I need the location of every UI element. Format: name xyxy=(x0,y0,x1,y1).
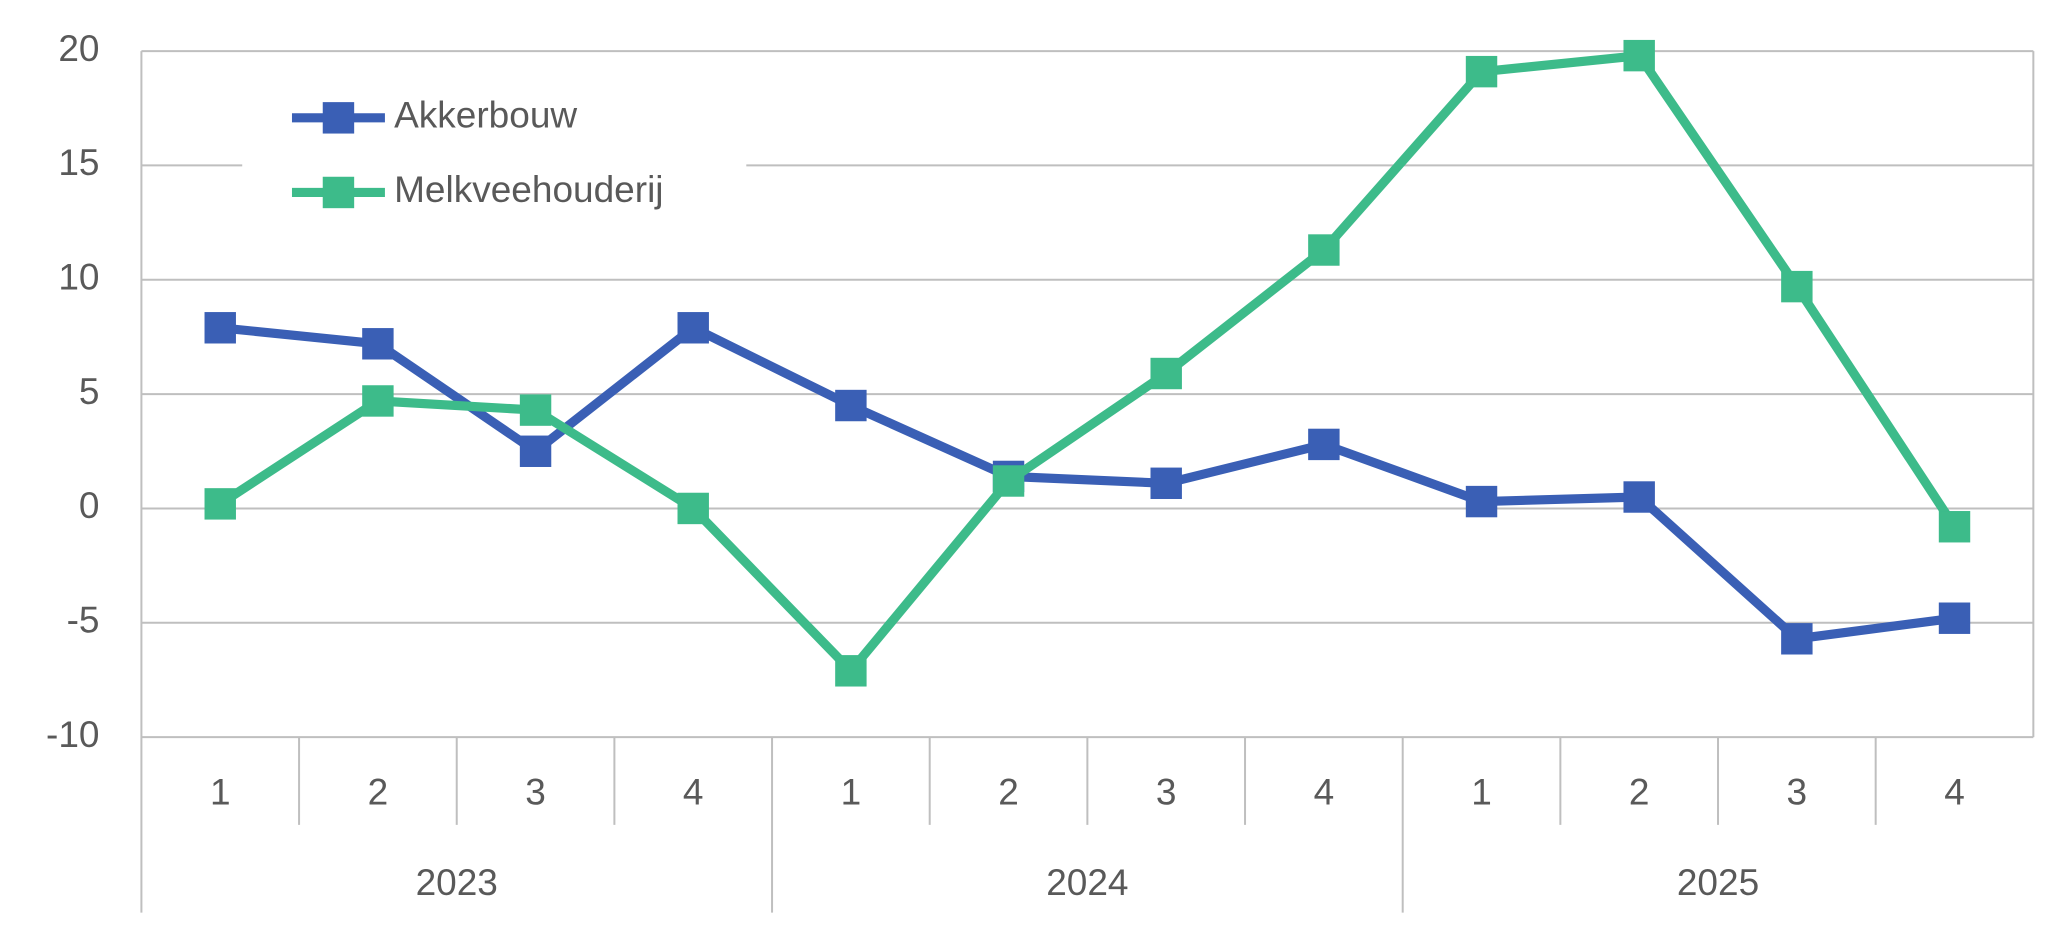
y-tick-label: 20 xyxy=(58,28,99,69)
legend-label: Akkerbouw xyxy=(394,95,577,136)
series-line xyxy=(219,323,1956,644)
x-tick-label: 1 xyxy=(841,772,862,813)
x-group-label: 2024 xyxy=(1046,862,1128,903)
marker xyxy=(204,312,236,344)
marker xyxy=(1781,270,1813,303)
marker xyxy=(1465,55,1498,88)
marker xyxy=(677,312,709,344)
x-group-label: 2025 xyxy=(1677,862,1759,903)
marker xyxy=(1150,467,1182,500)
marker xyxy=(519,394,552,426)
marker xyxy=(1781,623,1813,655)
x-tick-label: 3 xyxy=(1787,772,1808,813)
x-tick-label: 4 xyxy=(1314,772,1335,813)
legend-marker xyxy=(322,102,355,134)
x-tick-label: 3 xyxy=(525,772,546,813)
x-tick-label: 2 xyxy=(368,772,389,813)
marker xyxy=(1308,234,1340,266)
marker xyxy=(1308,428,1340,461)
marker xyxy=(992,465,1025,497)
marker xyxy=(835,389,867,422)
marker xyxy=(1938,511,1971,543)
legend-marker xyxy=(322,176,355,209)
marker xyxy=(1623,39,1655,72)
marker xyxy=(1465,485,1498,518)
series-line xyxy=(217,51,1959,676)
x-group-label: 2023 xyxy=(416,862,498,903)
x-tick-label: 1 xyxy=(1471,772,1492,813)
marker xyxy=(362,385,394,417)
y-tick-label: 15 xyxy=(58,142,99,183)
marker xyxy=(1938,602,1971,634)
legend-label: Melkveehouderij xyxy=(394,169,663,210)
y-tick-label: -5 xyxy=(67,600,100,641)
marker xyxy=(677,492,709,525)
x-tick-label: 4 xyxy=(1944,772,1965,813)
marker xyxy=(1623,481,1655,513)
marker xyxy=(204,488,236,520)
y-tick-label: 5 xyxy=(79,371,100,412)
marker xyxy=(835,655,867,687)
y-tick-label: -10 xyxy=(46,714,99,755)
marker xyxy=(362,328,394,360)
x-tick-label: 3 xyxy=(1156,772,1177,813)
x-tick-label: 1 xyxy=(210,772,231,813)
x-tick-label: 4 xyxy=(683,772,704,813)
y-tick-label: 10 xyxy=(58,257,99,298)
x-tick-label: 2 xyxy=(998,772,1019,813)
marker xyxy=(1150,357,1182,390)
y-tick-label: 0 xyxy=(79,485,100,526)
x-tick-label: 2 xyxy=(1629,772,1650,813)
marker xyxy=(519,435,552,467)
